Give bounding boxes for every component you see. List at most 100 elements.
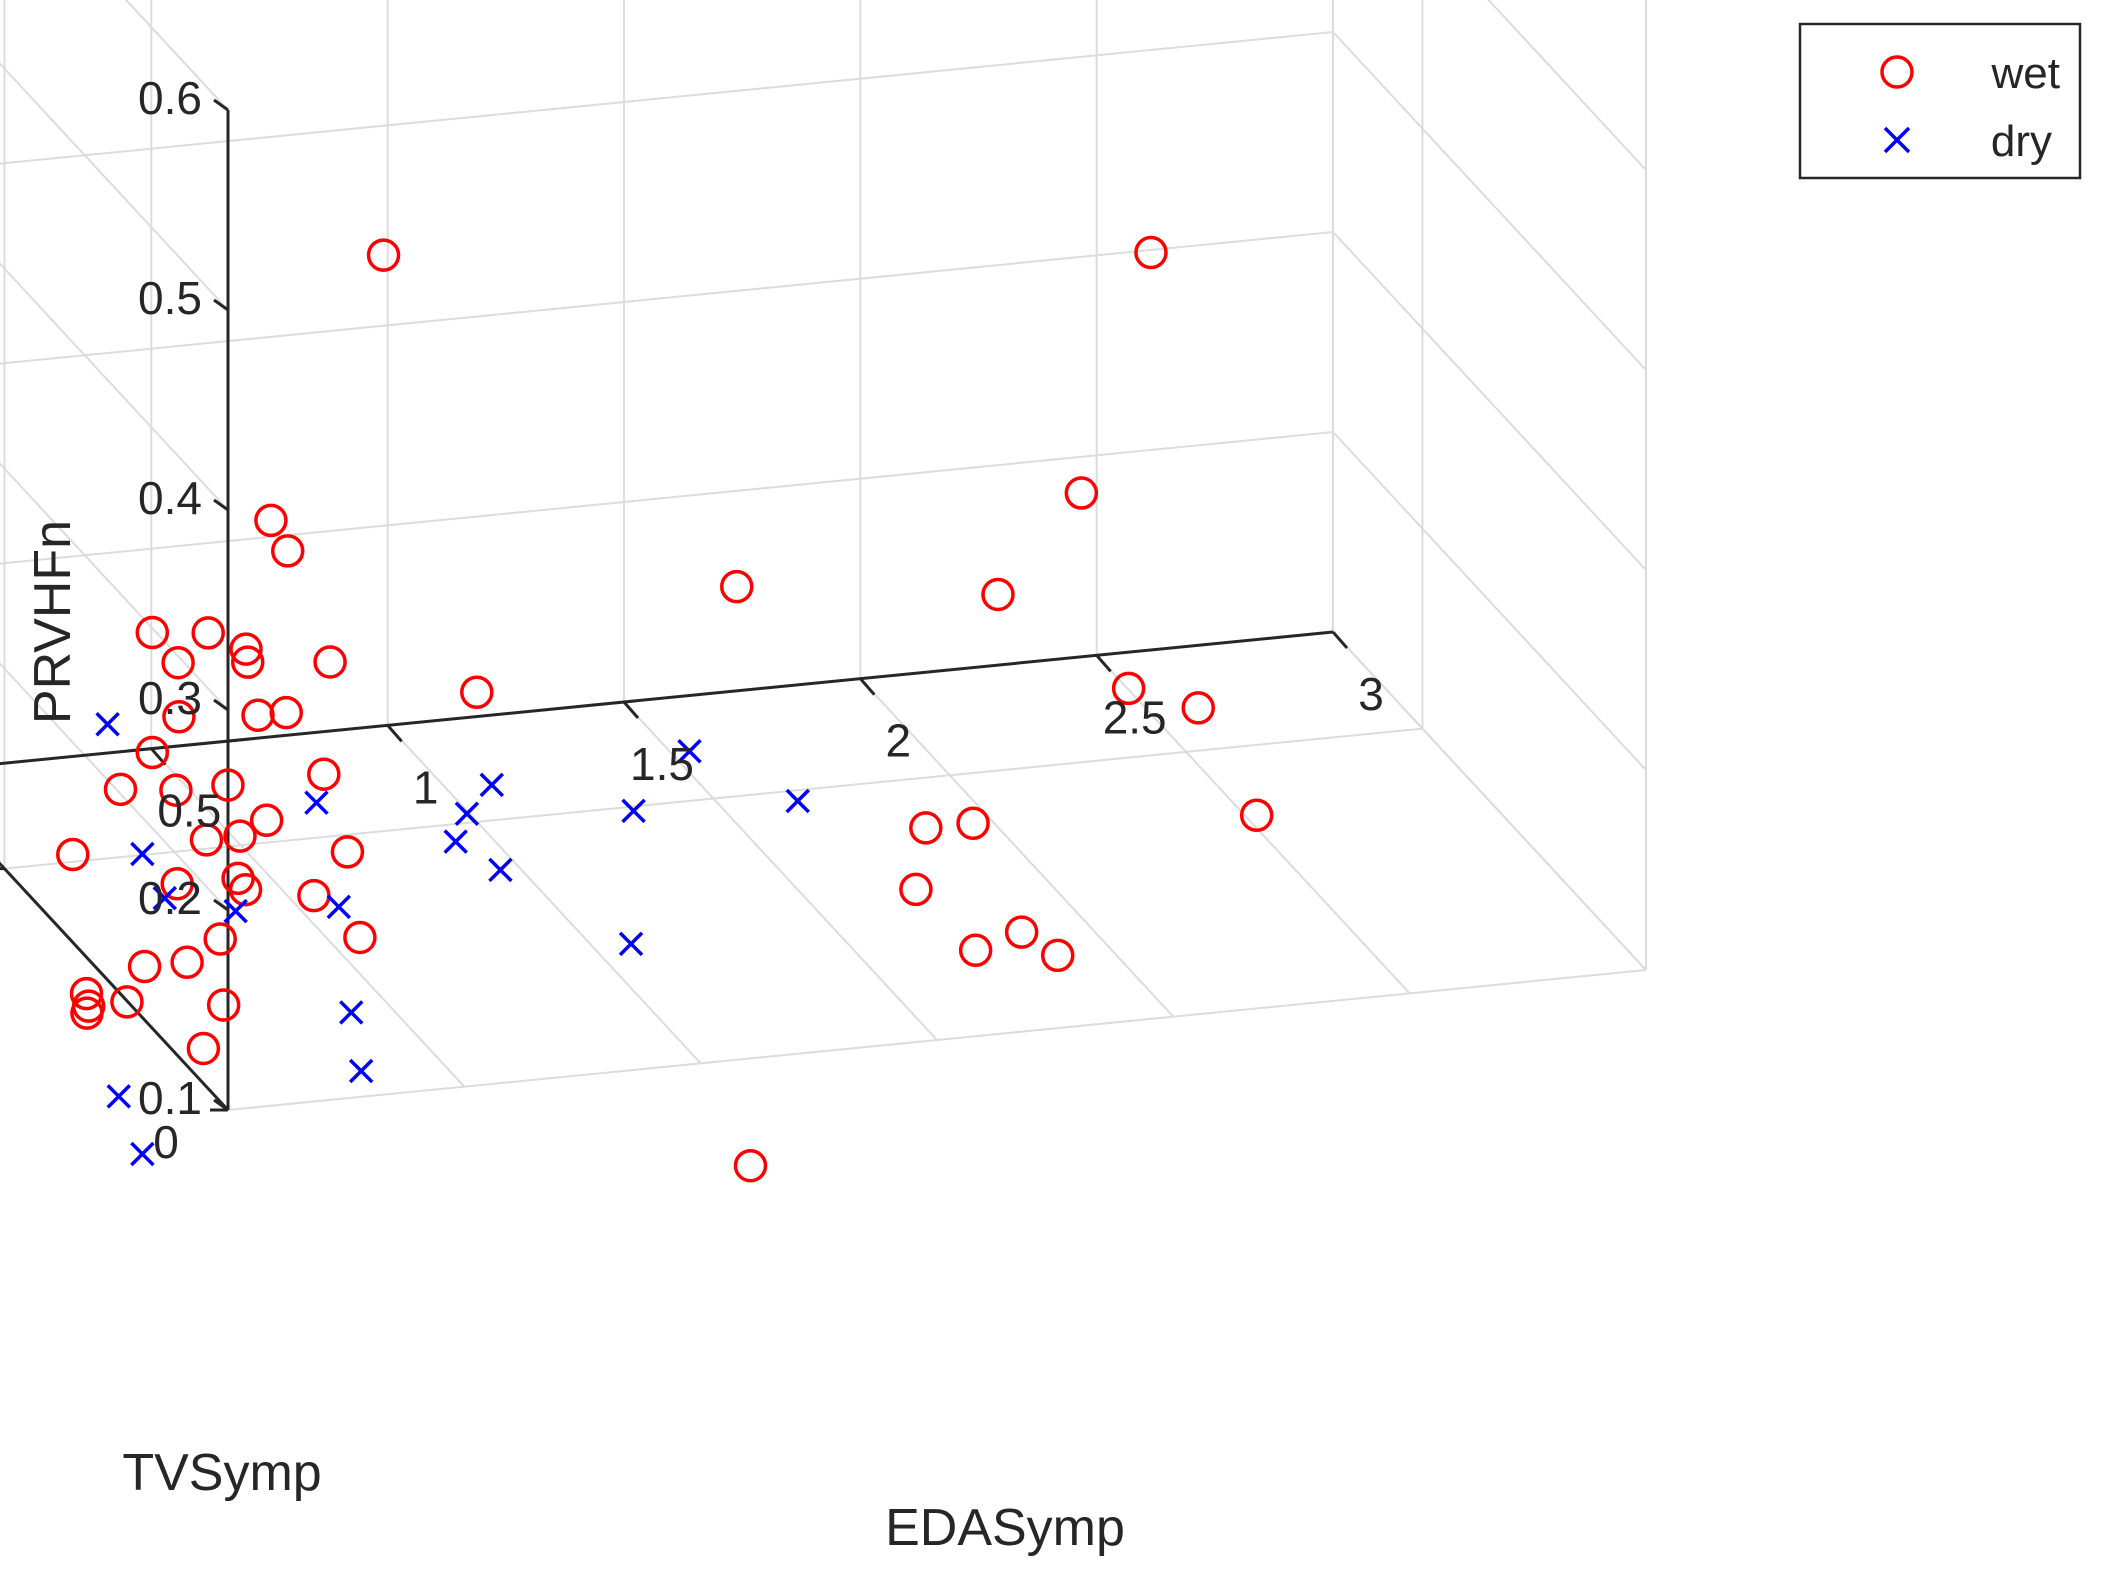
wet-point-11 (135, 615, 170, 650)
dry-point-8 (95, 712, 120, 737)
y-axis-line (0, 861, 230, 1112)
grid-line-left-z-3 (0, 262, 229, 511)
y-tick-label-0: 0 (153, 1116, 179, 1168)
legend-dry-marker (1883, 126, 1911, 154)
grid-line-left-z-1 (0, 662, 229, 911)
grid-line-left-z-4 (0, 62, 229, 311)
grid-line-right-z-1 (1332, 431, 1647, 771)
x-axis-title: EDASymp (885, 1499, 1125, 1557)
grid-line-floor-x-1 (150, 747, 466, 1088)
wet-point-50 (733, 1148, 768, 1183)
wet-point-14 (135, 735, 170, 770)
wet-point-25 (162, 699, 196, 734)
wet-point-38 (269, 695, 304, 730)
wet-point-3 (460, 675, 494, 710)
x-tick-6 (1331, 631, 1349, 649)
wet-point-33 (189, 823, 224, 857)
z-tick-2 (213, 698, 229, 712)
wet-point-2 (270, 534, 305, 568)
wet-point-48 (1040, 938, 1075, 973)
wet-point-17 (206, 988, 241, 1022)
wet-point-31 (297, 878, 331, 913)
x-tick-2 (386, 724, 403, 743)
wet-point-40 (191, 616, 225, 650)
grid-line-floor-y-0 (227, 969, 1647, 1111)
dry-point-1 (454, 801, 480, 826)
wet-point-6 (981, 577, 1015, 612)
dry-point-16 (130, 1141, 155, 1167)
legend-box (1798, 22, 2082, 180)
wet-point-9 (229, 632, 263, 666)
grid-line-back-z-2 (0, 231, 1334, 365)
grid-line-floor-x-3 (623, 701, 938, 1041)
wet-point-26 (211, 768, 245, 802)
z-tick-label-0: 0.1 (138, 1072, 202, 1124)
wet-point-16 (203, 922, 237, 956)
grid-line-floor-x-4 (859, 677, 1175, 1018)
wet-point-8 (254, 503, 288, 538)
x-tick-label-5: 2.5 (1103, 691, 1167, 743)
z-tick-label-1: 0.2 (138, 872, 202, 924)
wet-point-27 (221, 861, 255, 896)
x-tick-5 (1095, 654, 1112, 673)
z-axis-title: PRVHFn (24, 520, 82, 724)
wet-point-49 (1239, 798, 1274, 833)
dry-point-6 (304, 790, 329, 815)
dry-point-11 (223, 898, 248, 924)
wet-point-21 (69, 976, 104, 1011)
x-tick-label-2: 1 (413, 761, 439, 813)
x-tick-3 (622, 701, 640, 719)
grid-line-back-z-3 (0, 31, 1334, 165)
wet-point-35 (70, 996, 104, 1030)
axis-layer (0, 98, 1349, 1112)
grid-line-floor-x-2 (386, 724, 702, 1065)
x-tick-4 (859, 677, 876, 696)
wet-point-46 (1181, 691, 1215, 725)
y-axis-title: TVSymp (122, 1444, 321, 1502)
wet-point-13 (223, 819, 257, 853)
wet-point-4 (1134, 235, 1168, 270)
wet-point-39 (161, 645, 195, 680)
wet-point-43 (1111, 671, 1146, 706)
wet-point-44 (899, 872, 933, 907)
x-tick-label-4: 2 (886, 715, 912, 767)
wet-point-7 (1064, 476, 1099, 510)
wet-point-24 (241, 698, 275, 733)
dry-point-0 (677, 739, 702, 764)
dry-point-14 (348, 1058, 374, 1084)
wet-point-42 (956, 806, 990, 841)
wet-point-47 (958, 933, 993, 968)
z-tick-1 (213, 898, 229, 912)
dry-point-13 (339, 1000, 364, 1025)
grid-line-right-z-2 (1332, 231, 1647, 571)
wet-point-12 (249, 803, 284, 838)
grid-line-floor-y-1 (4, 727, 1423, 870)
wet-point-22 (186, 1031, 221, 1066)
x-tick-label-6: 3 (1358, 668, 1384, 720)
z-tick-4 (213, 298, 229, 312)
grid-line-right-z-4 (1487, 0, 1647, 171)
grid-line-back-z-1 (0, 431, 1334, 565)
dry-point-3 (443, 829, 468, 854)
z-tick-0 (213, 1098, 229, 1112)
grid-line-floor-x-5 (1095, 654, 1411, 995)
wet-point-28 (103, 772, 138, 807)
legend-wet-label: wet (1991, 49, 2060, 98)
dry-point-17 (479, 772, 505, 798)
dry-point-5 (785, 788, 810, 814)
dry-point-9 (130, 841, 155, 867)
wet-point-5 (720, 569, 754, 604)
wet-point-29 (160, 866, 194, 901)
wet-point-23 (127, 949, 162, 984)
wet-point-41 (909, 811, 943, 845)
grid-line-floor-x-6 (1332, 631, 1647, 971)
z-tick-label-4: 0.5 (138, 272, 202, 324)
legend-dry-label: dry (1991, 117, 2052, 166)
wet-point-34 (56, 837, 90, 872)
label-layer: 0.10.20.30.40.50.60100.511.522.53 (138, 72, 1384, 1168)
z-tick-label-3: 0.4 (138, 472, 202, 524)
x-tick-label-1: 0.5 (157, 785, 221, 837)
z-tick-5 (213, 98, 229, 112)
